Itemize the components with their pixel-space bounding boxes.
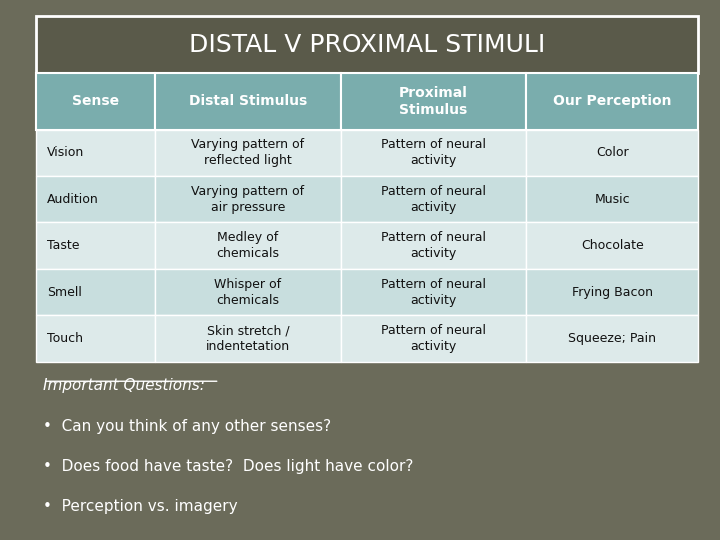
FancyBboxPatch shape <box>36 73 156 130</box>
Text: Chocolate: Chocolate <box>581 239 644 252</box>
FancyBboxPatch shape <box>156 73 341 130</box>
Text: Squeeze; Pain: Squeeze; Pain <box>568 332 657 345</box>
Text: Skin stretch /
indentetation: Skin stretch / indentetation <box>206 324 290 353</box>
FancyBboxPatch shape <box>526 222 698 269</box>
Text: Varying pattern of
reflected light: Varying pattern of reflected light <box>192 138 305 167</box>
FancyBboxPatch shape <box>156 269 341 315</box>
FancyBboxPatch shape <box>156 315 341 362</box>
Text: Pattern of neural
activity: Pattern of neural activity <box>381 138 486 167</box>
Text: Pattern of neural
activity: Pattern of neural activity <box>381 185 486 214</box>
FancyBboxPatch shape <box>156 222 341 269</box>
FancyBboxPatch shape <box>156 176 341 222</box>
Text: Varying pattern of
air pressure: Varying pattern of air pressure <box>192 185 305 214</box>
Text: Our Perception: Our Perception <box>553 94 672 108</box>
Text: Taste: Taste <box>47 239 79 252</box>
FancyBboxPatch shape <box>36 130 156 176</box>
Text: Color: Color <box>596 146 629 159</box>
Text: Music: Music <box>595 193 630 206</box>
FancyBboxPatch shape <box>341 222 526 269</box>
Text: Proximal
Stimulus: Proximal Stimulus <box>399 86 468 117</box>
Text: Frying Bacon: Frying Bacon <box>572 286 653 299</box>
FancyBboxPatch shape <box>526 176 698 222</box>
Text: Pattern of neural
activity: Pattern of neural activity <box>381 278 486 307</box>
FancyBboxPatch shape <box>526 269 698 315</box>
Text: Distal Stimulus: Distal Stimulus <box>189 94 307 108</box>
Text: •  Perception vs. imagery: • Perception vs. imagery <box>43 500 238 515</box>
FancyBboxPatch shape <box>341 130 526 176</box>
FancyBboxPatch shape <box>526 73 698 130</box>
FancyBboxPatch shape <box>36 222 156 269</box>
FancyBboxPatch shape <box>36 176 156 222</box>
Text: Sense: Sense <box>72 94 120 108</box>
Text: •  Does food have taste?  Does light have color?: • Does food have taste? Does light have … <box>43 459 413 474</box>
Text: Vision: Vision <box>47 146 84 159</box>
Text: DISTAL V PROXIMAL STIMULI: DISTAL V PROXIMAL STIMULI <box>189 32 545 57</box>
FancyBboxPatch shape <box>526 130 698 176</box>
FancyBboxPatch shape <box>526 315 698 362</box>
Text: Pattern of neural
activity: Pattern of neural activity <box>381 231 486 260</box>
FancyBboxPatch shape <box>341 315 526 362</box>
FancyBboxPatch shape <box>341 176 526 222</box>
FancyBboxPatch shape <box>36 269 156 315</box>
FancyBboxPatch shape <box>341 73 526 130</box>
Text: Audition: Audition <box>47 193 99 206</box>
Text: Medley of
chemicals: Medley of chemicals <box>217 231 279 260</box>
FancyBboxPatch shape <box>36 315 156 362</box>
Text: Whisper of
chemicals: Whisper of chemicals <box>215 278 282 307</box>
FancyBboxPatch shape <box>156 130 341 176</box>
Text: Important Questions:: Important Questions: <box>43 378 205 393</box>
Text: Smell: Smell <box>47 286 81 299</box>
Text: •  Can you think of any other senses?: • Can you think of any other senses? <box>43 418 331 434</box>
FancyBboxPatch shape <box>36 16 698 73</box>
Text: Touch: Touch <box>47 332 83 345</box>
Text: Pattern of neural
activity: Pattern of neural activity <box>381 324 486 353</box>
FancyBboxPatch shape <box>341 269 526 315</box>
